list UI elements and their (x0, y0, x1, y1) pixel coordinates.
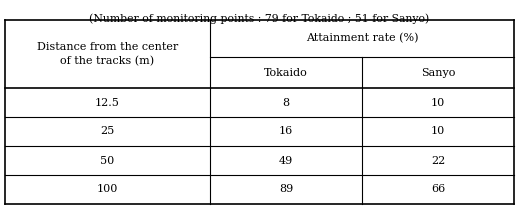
Text: Sanyo: Sanyo (421, 68, 455, 78)
Text: 10: 10 (431, 126, 445, 136)
Text: 25: 25 (100, 126, 115, 136)
Text: 100: 100 (97, 185, 118, 195)
Text: 66: 66 (431, 185, 445, 195)
Text: 10: 10 (431, 98, 445, 107)
Text: Distance from the center
of the tracks (m): Distance from the center of the tracks (… (37, 42, 178, 66)
Text: 50: 50 (100, 155, 115, 166)
Text: 89: 89 (279, 185, 293, 195)
Text: 12.5: 12.5 (95, 98, 120, 107)
Text: 16: 16 (279, 126, 293, 136)
Text: 49: 49 (279, 155, 293, 166)
Text: 8: 8 (282, 98, 290, 107)
Text: Attainment rate (%): Attainment rate (%) (306, 33, 418, 44)
Text: (Number of monitoring points : 79 for Tokaido ; 51 for Sanyo): (Number of monitoring points : 79 for To… (89, 13, 430, 24)
Text: Tokaido: Tokaido (264, 68, 308, 78)
Text: 22: 22 (431, 155, 445, 166)
